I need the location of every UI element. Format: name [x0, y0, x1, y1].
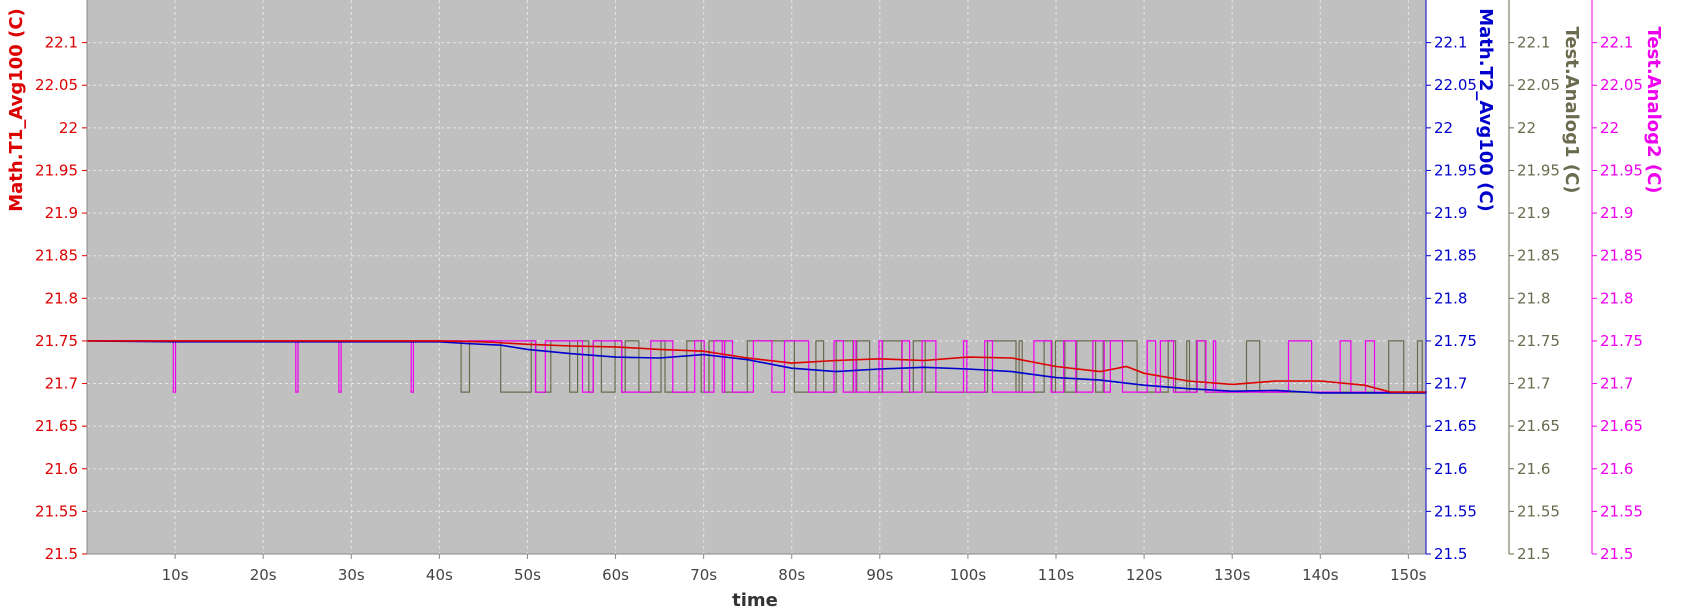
plot-area	[87, 0, 1426, 554]
x-tick-label: 130s	[1214, 566, 1251, 584]
x-tick-label: 60s	[602, 566, 629, 584]
y-tick-label: 21.8	[45, 289, 78, 307]
y-tick-label: 22	[59, 119, 78, 137]
y-tick-label: 21.65	[35, 417, 78, 435]
y-tick-label: 22.05	[1434, 76, 1477, 94]
y-tick-label: 21.95	[1517, 161, 1560, 179]
y-tick-label: 21.9	[1434, 204, 1467, 222]
x-tick-label: 20s	[250, 566, 277, 584]
y-tick-label: 21.7	[1434, 375, 1467, 393]
y-tick-label: 22	[1517, 119, 1536, 137]
x-tick-label: 100s	[950, 566, 987, 584]
x-tick-label: 140s	[1302, 566, 1339, 584]
y-tick-label: 21.95	[1434, 161, 1477, 179]
x-tick-label: 40s	[426, 566, 453, 584]
y-tick-label: 21.75	[1600, 332, 1643, 350]
x-tick-label: 30s	[338, 566, 365, 584]
x-tick-label: 150s	[1390, 566, 1427, 584]
y-axis-title: Math.T2_Avg100 (C)	[1475, 8, 1496, 212]
x-tick-label: 10s	[162, 566, 189, 584]
y-tick-label: 21.95	[1600, 161, 1643, 179]
y-tick-label: 21.6	[45, 460, 78, 478]
y-tick-label: 21.5	[1434, 545, 1467, 563]
y-axis: 21.5 21.55 21.6 21.65 21.7 21.75 21.8 21.85 21.9…	[6, 8, 87, 563]
y-tick-label: 21.95	[35, 161, 78, 179]
y-tick-label: 22.1	[45, 34, 78, 52]
y-tick-label: 21.65	[1517, 417, 1560, 435]
y-tick-label: 21.75	[35, 332, 78, 350]
y-tick-label: 21.9	[45, 204, 78, 222]
y-tick-label: 21.5	[45, 545, 78, 563]
y-tick-label: 22	[1434, 119, 1453, 137]
x-tick-label: 50s	[514, 566, 541, 584]
series-line	[87, 340, 1426, 393]
y-tick-label: 22.1	[1517, 34, 1550, 52]
y-tick-label: 22	[1600, 119, 1619, 137]
x-axis-ticks: 10s 20s 30s 40s 50s 60s 70s 80s 90s 100s 110s 120s 1…	[162, 554, 1427, 584]
y-tick-label: 21.5	[1600, 545, 1633, 563]
x-axis-title: time	[732, 590, 778, 611]
y-tick-label: 21.55	[1434, 502, 1477, 520]
y-tick-label: 21.55	[35, 502, 78, 520]
series-layer	[86, 340, 1428, 394]
y-tick-label: 21.8	[1434, 289, 1467, 307]
y-axis: 21.5 21.55 21.6 21.65 21.7 21.75 21.8 21.85 21.9…	[1508, 0, 1582, 563]
y-tick-label: 21.8	[1600, 289, 1633, 307]
y-tick-label: 21.55	[1600, 502, 1643, 520]
y-tick-label: 21.85	[1517, 247, 1560, 265]
x-tick-label: 70s	[690, 566, 717, 584]
y-tick-label: 21.85	[35, 247, 78, 265]
x-tick-label: 120s	[1126, 566, 1163, 584]
y-tick-label: 21.65	[1434, 417, 1477, 435]
y-tick-label: 22.1	[1434, 34, 1467, 52]
y-tick-label: 21.6	[1434, 460, 1467, 478]
y-axis-title: Test.Analog2 (C)	[1643, 26, 1664, 193]
x-tick-label: 80s	[778, 566, 805, 584]
series-line	[87, 340, 1426, 393]
y-axis: 21.5 21.55 21.6 21.65 21.7 21.75 21.8 21.85 21.9…	[1591, 0, 1664, 563]
y-tick-label: 21.85	[1434, 247, 1477, 265]
y-tick-label: 22.05	[1517, 76, 1560, 94]
y-tick-label: 21.6	[1517, 460, 1550, 478]
y-tick-label: 21.65	[1600, 417, 1643, 435]
y-tick-label: 21.75	[1434, 332, 1477, 350]
y-tick-label: 21.75	[1517, 332, 1560, 350]
y-tick-label: 21.7	[1517, 375, 1550, 393]
y-tick-label: 22.1	[1600, 34, 1633, 52]
y-tick-label: 22.05	[1600, 76, 1643, 94]
y-axis-title: Math.T1_Avg100 (C)	[6, 8, 27, 212]
y-tick-label: 21.7	[45, 375, 78, 393]
y-tick-label: 21.5	[1517, 545, 1550, 563]
y-tick-label: 21.7	[1600, 375, 1633, 393]
y-axes: 21.5 21.55 21.6 21.65 21.7 21.75 21.8 21.85 21.9…	[6, 0, 1664, 563]
x-tick-label: 90s	[866, 566, 893, 584]
y-tick-label: 21.55	[1517, 502, 1560, 520]
y-axis: 21.5 21.55 21.6 21.65 21.7 21.75 21.8 21.85 21.9…	[1425, 0, 1496, 563]
y-axis-title: Test.Analog1 (C)	[1561, 26, 1582, 193]
series-line	[86, 340, 1426, 394]
y-tick-label: 21.9	[1517, 204, 1550, 222]
y-tick-label: 21.8	[1517, 289, 1550, 307]
x-tick-label: 110s	[1038, 566, 1075, 584]
y-tick-label: 21.6	[1600, 460, 1633, 478]
y-tick-label: 21.9	[1600, 204, 1633, 222]
y-tick-label: 22.05	[35, 76, 78, 94]
y-tick-label: 21.85	[1600, 247, 1643, 265]
